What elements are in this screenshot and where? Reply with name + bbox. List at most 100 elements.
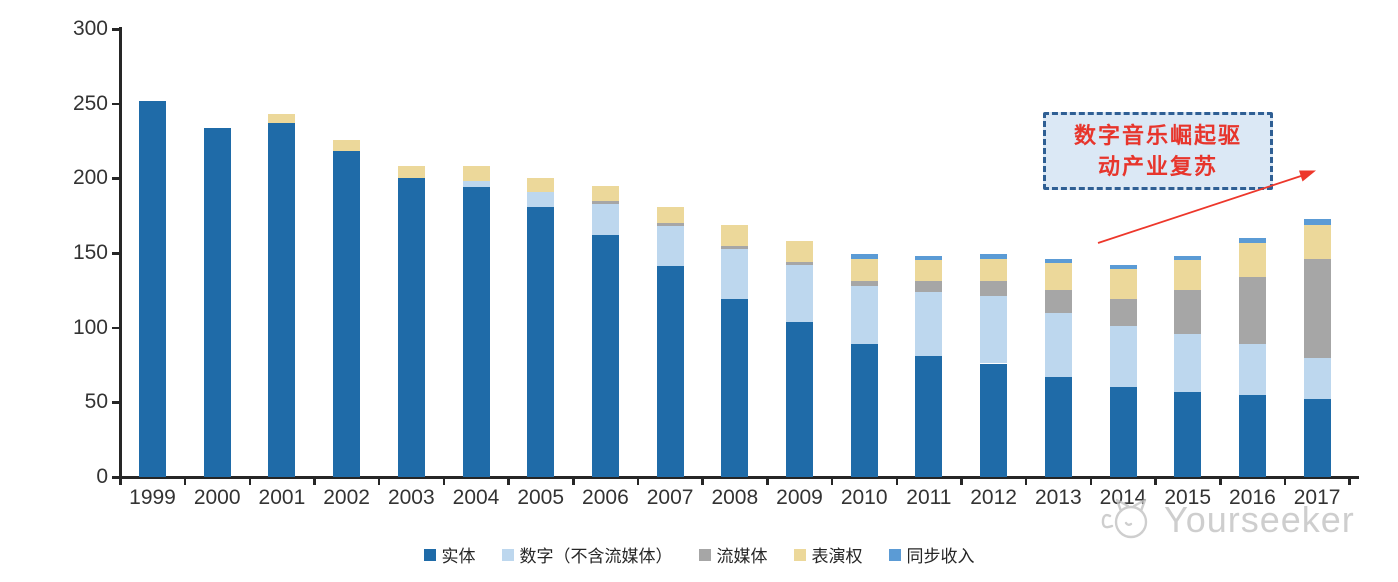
bar-segment xyxy=(786,241,813,262)
bar-segment xyxy=(656,206,684,224)
x-tick-mark xyxy=(442,477,446,485)
bar-segment xyxy=(1109,269,1137,300)
x-tick-label: 2009 xyxy=(776,486,823,509)
x-tick-label: 2017 xyxy=(1293,486,1341,509)
x-axis-line xyxy=(119,476,1359,479)
bar-segment xyxy=(1109,299,1137,327)
x-tick-mark xyxy=(895,477,899,485)
x-tick-mark xyxy=(636,477,640,485)
y-tick-label: 200 xyxy=(72,166,108,190)
bar-segment xyxy=(915,255,943,261)
y-tick-mark xyxy=(112,326,120,330)
y-tick-label: 300 xyxy=(72,17,108,40)
x-tick-mark xyxy=(1154,477,1157,485)
annotation-text-line-2: 动产业复苏 xyxy=(1097,154,1218,179)
bar-segment xyxy=(1044,312,1072,377)
bar-segment xyxy=(656,226,684,267)
bar-segment xyxy=(1174,290,1202,334)
bar-segment xyxy=(980,281,1008,297)
bar-segment xyxy=(1238,344,1266,395)
bar-segment xyxy=(915,356,943,477)
annotation-callout: 数字音乐崛起驱 动产业复苏 xyxy=(1043,112,1273,190)
y-tick-mark xyxy=(112,401,120,404)
legend: 实体 数字（不含流媒体） 流媒体 表演权 同步收入 xyxy=(0,542,1398,567)
legend-item: 流媒体 xyxy=(698,542,768,567)
bar-segment xyxy=(333,151,361,477)
legend-item: 同步收入 xyxy=(888,542,975,567)
x-tick-mark xyxy=(572,477,575,485)
x-tick-mark xyxy=(183,477,187,485)
y-tick-mark xyxy=(112,252,120,255)
x-tick-mark xyxy=(1219,477,1222,485)
x-tick-mark xyxy=(701,477,704,485)
bar-segment xyxy=(527,178,555,192)
bar-segment xyxy=(786,261,813,265)
bar-segment xyxy=(656,223,684,227)
x-tick-label: 2004 xyxy=(452,486,500,509)
y-tick-mark xyxy=(112,177,120,180)
y-tick-label: 250 xyxy=(72,91,108,115)
bar-segment xyxy=(462,166,490,182)
bar-segment xyxy=(1174,391,1202,477)
legend-label: 表演权 xyxy=(811,547,863,566)
bar-segment xyxy=(591,185,619,201)
legend-swatch-icon xyxy=(888,548,901,561)
bar-segment xyxy=(591,200,619,204)
bar-segment xyxy=(1238,242,1266,277)
x-tick-label: 2006 xyxy=(582,486,629,509)
bar-segment xyxy=(1174,255,1202,261)
x-tick-label: 2002 xyxy=(323,486,370,509)
bar-segment xyxy=(1044,290,1072,313)
bar-segment xyxy=(1044,263,1072,291)
bar-segment xyxy=(721,248,749,300)
x-tick-label: 2003 xyxy=(387,486,435,509)
y-tick-label: 150 xyxy=(72,241,108,264)
watermark-text: Yourseeker xyxy=(1164,499,1355,540)
x-tick-mark xyxy=(1024,477,1028,485)
x-tick-mark xyxy=(507,477,510,485)
x-tick-mark xyxy=(313,477,316,485)
bar-segment xyxy=(1238,276,1266,345)
bar-segment xyxy=(462,187,490,477)
bar-segment xyxy=(1303,258,1331,358)
x-tick-mark xyxy=(830,477,834,485)
x-tick-label: 2012 xyxy=(970,486,1017,509)
x-tick-label: 2015 xyxy=(1164,486,1212,509)
bar-segment xyxy=(980,254,1008,259)
legend-item: 数字（不含流媒体） xyxy=(501,542,673,567)
x-tick-label: 1999 xyxy=(129,486,176,509)
bar-segment xyxy=(1238,238,1266,243)
bar-segment xyxy=(203,127,231,477)
bar-segment xyxy=(1303,399,1331,477)
bar-segment xyxy=(139,100,166,477)
legend-item: 表演权 xyxy=(793,542,863,567)
bar-segment xyxy=(915,281,943,292)
bar-segment xyxy=(397,166,425,179)
bar-segment xyxy=(1044,376,1072,477)
bar-segment xyxy=(1174,260,1202,291)
x-tick-label: 2008 xyxy=(711,486,759,509)
legend-label: 实体 xyxy=(441,547,476,566)
bar-segment xyxy=(527,191,555,207)
bar-segment xyxy=(721,245,749,249)
x-tick-label: 2016 xyxy=(1229,486,1276,509)
x-tick-mark xyxy=(1283,477,1287,485)
bar-segment xyxy=(462,181,490,188)
bar-segment xyxy=(1174,333,1202,392)
bar-segment xyxy=(850,344,878,477)
bar-segment xyxy=(1303,224,1331,259)
cat-logo-icon xyxy=(1101,498,1148,539)
bar-segment xyxy=(656,266,684,477)
x-tick-mark xyxy=(1348,477,1351,485)
x-tick-label: 2013 xyxy=(1034,486,1082,509)
bar-segment xyxy=(268,123,296,477)
x-tick-mark xyxy=(119,477,122,485)
y-tick-label: 0 xyxy=(96,465,108,488)
bar-segment xyxy=(333,139,361,152)
legend-item: 实体 xyxy=(423,542,476,567)
y-tick-label: 100 xyxy=(72,315,108,339)
x-tick-mark xyxy=(1089,477,1093,485)
y-tick-mark xyxy=(112,476,120,479)
bar-segment xyxy=(268,114,296,124)
bar-segment xyxy=(1303,357,1331,400)
